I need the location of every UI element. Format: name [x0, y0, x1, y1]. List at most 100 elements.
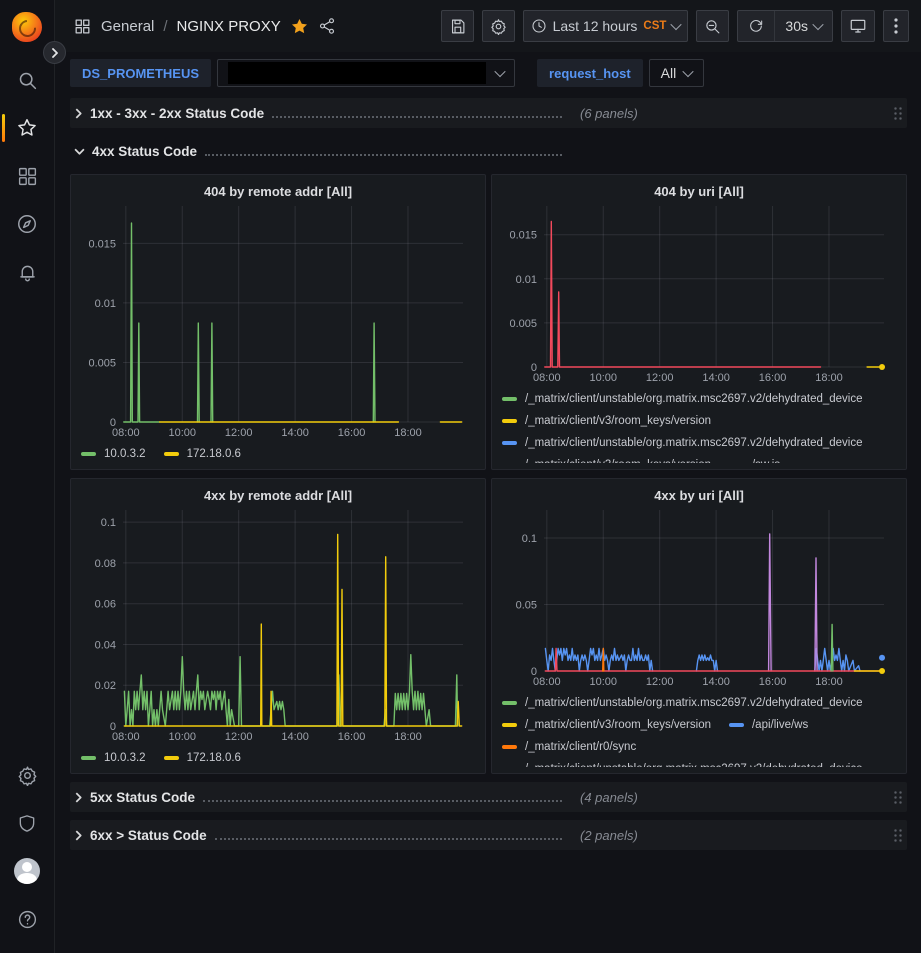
time-range-picker[interactable]: Last 12 hours CST — [522, 10, 689, 42]
legend-swatch — [502, 766, 517, 767]
sidebar-item-server-admin[interactable] — [0, 799, 55, 847]
kebab-menu-icon — [894, 18, 898, 34]
gear-icon — [490, 18, 506, 35]
legend-item[interactable]: 172.18.0.6 — [163, 748, 241, 767]
svg-text:18:00: 18:00 — [394, 731, 422, 743]
svg-text:08:00: 08:00 — [112, 427, 140, 439]
timeseries-chart[interactable]: 08:00 10:00 12:00 14:00 16:00 18:00 0 0.005 0.01… — [81, 202, 475, 441]
favorite-star-icon[interactable] — [290, 17, 309, 36]
sidebar-item-starred[interactable] — [0, 104, 55, 152]
legend-item[interactable]: /_matrix/client/unstable/org.matrix.msc2… — [502, 433, 863, 452]
sidebar-item-alerting[interactable] — [0, 248, 55, 296]
svg-text:16:00: 16:00 — [759, 372, 787, 384]
row-drag-handle[interactable] — [893, 105, 903, 121]
time-range-label: Last 12 hours — [552, 18, 638, 34]
legend-item[interactable]: /api/live/ws — [728, 715, 808, 734]
svg-text:10:00: 10:00 — [168, 731, 196, 743]
panel-title[interactable]: 404 by uri [All] — [654, 183, 744, 199]
datasource-value-redacted — [228, 62, 487, 84]
legend-swatch — [502, 722, 517, 727]
sidebar-item-explore[interactable] — [0, 200, 55, 248]
svg-text:0.1: 0.1 — [522, 533, 537, 545]
svg-text:10:00: 10:00 — [589, 676, 617, 688]
cycle-view-mode-button[interactable] — [841, 10, 875, 42]
svg-text:12:00: 12:00 — [225, 731, 253, 743]
row-4xx[interactable]: 4xx Status Code — [70, 136, 907, 166]
save-icon — [451, 19, 465, 33]
timeseries-chart[interactable]: 08:00 10:00 12:00 14:00 16:00 18:00 0 0.02 0.04 0… — [81, 506, 475, 745]
row-6xx[interactable]: 6xx > Status Code (2 panels) — [70, 820, 907, 850]
legend-swatch — [163, 755, 179, 760]
svg-text:0.005: 0.005 — [88, 357, 116, 369]
breadcrumb-divider: / — [163, 17, 168, 35]
sidebar-expand-button[interactable] — [43, 41, 66, 64]
dashboard-canvas: 1xx - 3xx - 2xx Status Code (6 panels) 4… — [55, 94, 921, 953]
row-drag-handle[interactable] — [893, 789, 903, 805]
svg-text:16:00: 16:00 — [338, 731, 366, 743]
legend-item[interactable]: /_matrix/client/v3/room_keys/version — [502, 411, 711, 430]
grafana-logo[interactable] — [12, 12, 42, 42]
variable-value-request-host[interactable]: All — [648, 59, 705, 87]
search-icon — [19, 72, 36, 89]
panel-title[interactable]: 4xx by remote addr [All] — [203, 487, 353, 503]
row-dotted-leader — [272, 115, 562, 118]
legend-item[interactable]: 172.18.0.6 — [163, 444, 241, 463]
legend-swatch — [502, 462, 517, 463]
share-icon[interactable] — [318, 17, 336, 35]
legend-item[interactable]: /_matrix/client/v3/room_keys/version — [502, 715, 711, 734]
dashboard-settings-button[interactable] — [481, 10, 515, 42]
row-title: 5xx Status Code — [90, 789, 196, 805]
svg-text:0.015: 0.015 — [509, 230, 537, 242]
breadcrumb: General / NGINX PROXY — [73, 17, 336, 36]
refresh-interval-picker[interactable]: 30s — [774, 11, 832, 41]
save-dashboard-button[interactable] — [440, 10, 474, 42]
panel-legend: 10.0.3.2 172.18.0.6 — [81, 748, 475, 767]
row-dotted-leader — [203, 799, 562, 802]
legend-item[interactable]: /_matrix/client/unstable/org.matrix.msc2… — [502, 759, 863, 767]
svg-text:08:00: 08:00 — [533, 676, 561, 688]
row-title: 4xx Status Code — [92, 143, 198, 159]
more-options-button[interactable] — [883, 10, 909, 42]
svg-text:0: 0 — [110, 721, 116, 733]
row-drag-handle[interactable] — [893, 827, 903, 843]
legend-item[interactable]: 10.0.3.2 — [81, 748, 146, 767]
row-1xx-3xx-2xx[interactable]: 1xx - 3xx - 2xx Status Code (6 panels) — [70, 98, 907, 128]
dashboard-title[interactable]: NGINX PROXY — [176, 17, 281, 35]
timeseries-chart[interactable]: 08:00 10:00 12:00 14:00 16:00 18:00 0 0.005 0.01… — [502, 202, 896, 386]
legend-item[interactable]: 10.0.3.2 — [81, 444, 146, 463]
svg-text:10:00: 10:00 — [168, 427, 196, 439]
row-dotted-leader — [214, 837, 562, 840]
gear-icon — [18, 765, 36, 786]
zoom-out-time-button[interactable] — [696, 10, 730, 42]
legend-item[interactable]: /sw.js — [728, 455, 780, 463]
panel-title[interactable]: 4xx by uri [All] — [654, 487, 744, 503]
legend-item[interactable]: /_matrix/client/unstable/org.matrix.msc2… — [502, 389, 863, 408]
panel-title[interactable]: 404 by remote addr [All] — [203, 183, 353, 199]
legend-item[interactable]: /_matrix/client/v3/room_keys/version — [502, 455, 711, 463]
sidebar-item-dashboards[interactable] — [0, 152, 55, 200]
timeseries-chart[interactable]: 08:00 10:00 12:00 14:00 16:00 18:00 0 0.05 0.1 — [502, 506, 896, 690]
chevron-right-icon — [74, 829, 83, 841]
sidebar-item-help[interactable] — [0, 895, 55, 943]
legend-swatch — [81, 451, 96, 456]
request-host-value: All — [660, 65, 677, 81]
monitor-icon — [850, 19, 866, 33]
breadcrumb-section[interactable]: General — [101, 17, 155, 35]
sidebar-item-profile[interactable] — [0, 847, 55, 895]
refresh-icon — [750, 20, 763, 32]
legend-item[interactable]: /_matrix/client/unstable/org.matrix.msc2… — [502, 693, 863, 712]
svg-text:0: 0 — [110, 417, 116, 429]
sidebar-item-configuration[interactable] — [0, 751, 55, 799]
variable-value-ds-prometheus[interactable] — [217, 59, 516, 87]
legend-swatch — [502, 396, 517, 401]
refresh-button[interactable] — [738, 11, 774, 41]
apps-icon — [75, 19, 90, 33]
legend-item[interactable]: /_matrix/client/r0/sync — [502, 737, 636, 756]
panel-grid: 404 by remote addr [All] 08:00 10:00 12:00… — [70, 174, 907, 774]
variables-bar: DS_PROMETHEUS request_host All — [55, 52, 921, 94]
row-5xx[interactable]: 5xx Status Code (4 panels) — [70, 782, 907, 812]
svg-text:14:00: 14:00 — [702, 372, 730, 384]
sidebar-item-search[interactable] — [0, 56, 55, 104]
svg-text:08:00: 08:00 — [112, 731, 140, 743]
chevron-down-icon — [682, 65, 694, 78]
